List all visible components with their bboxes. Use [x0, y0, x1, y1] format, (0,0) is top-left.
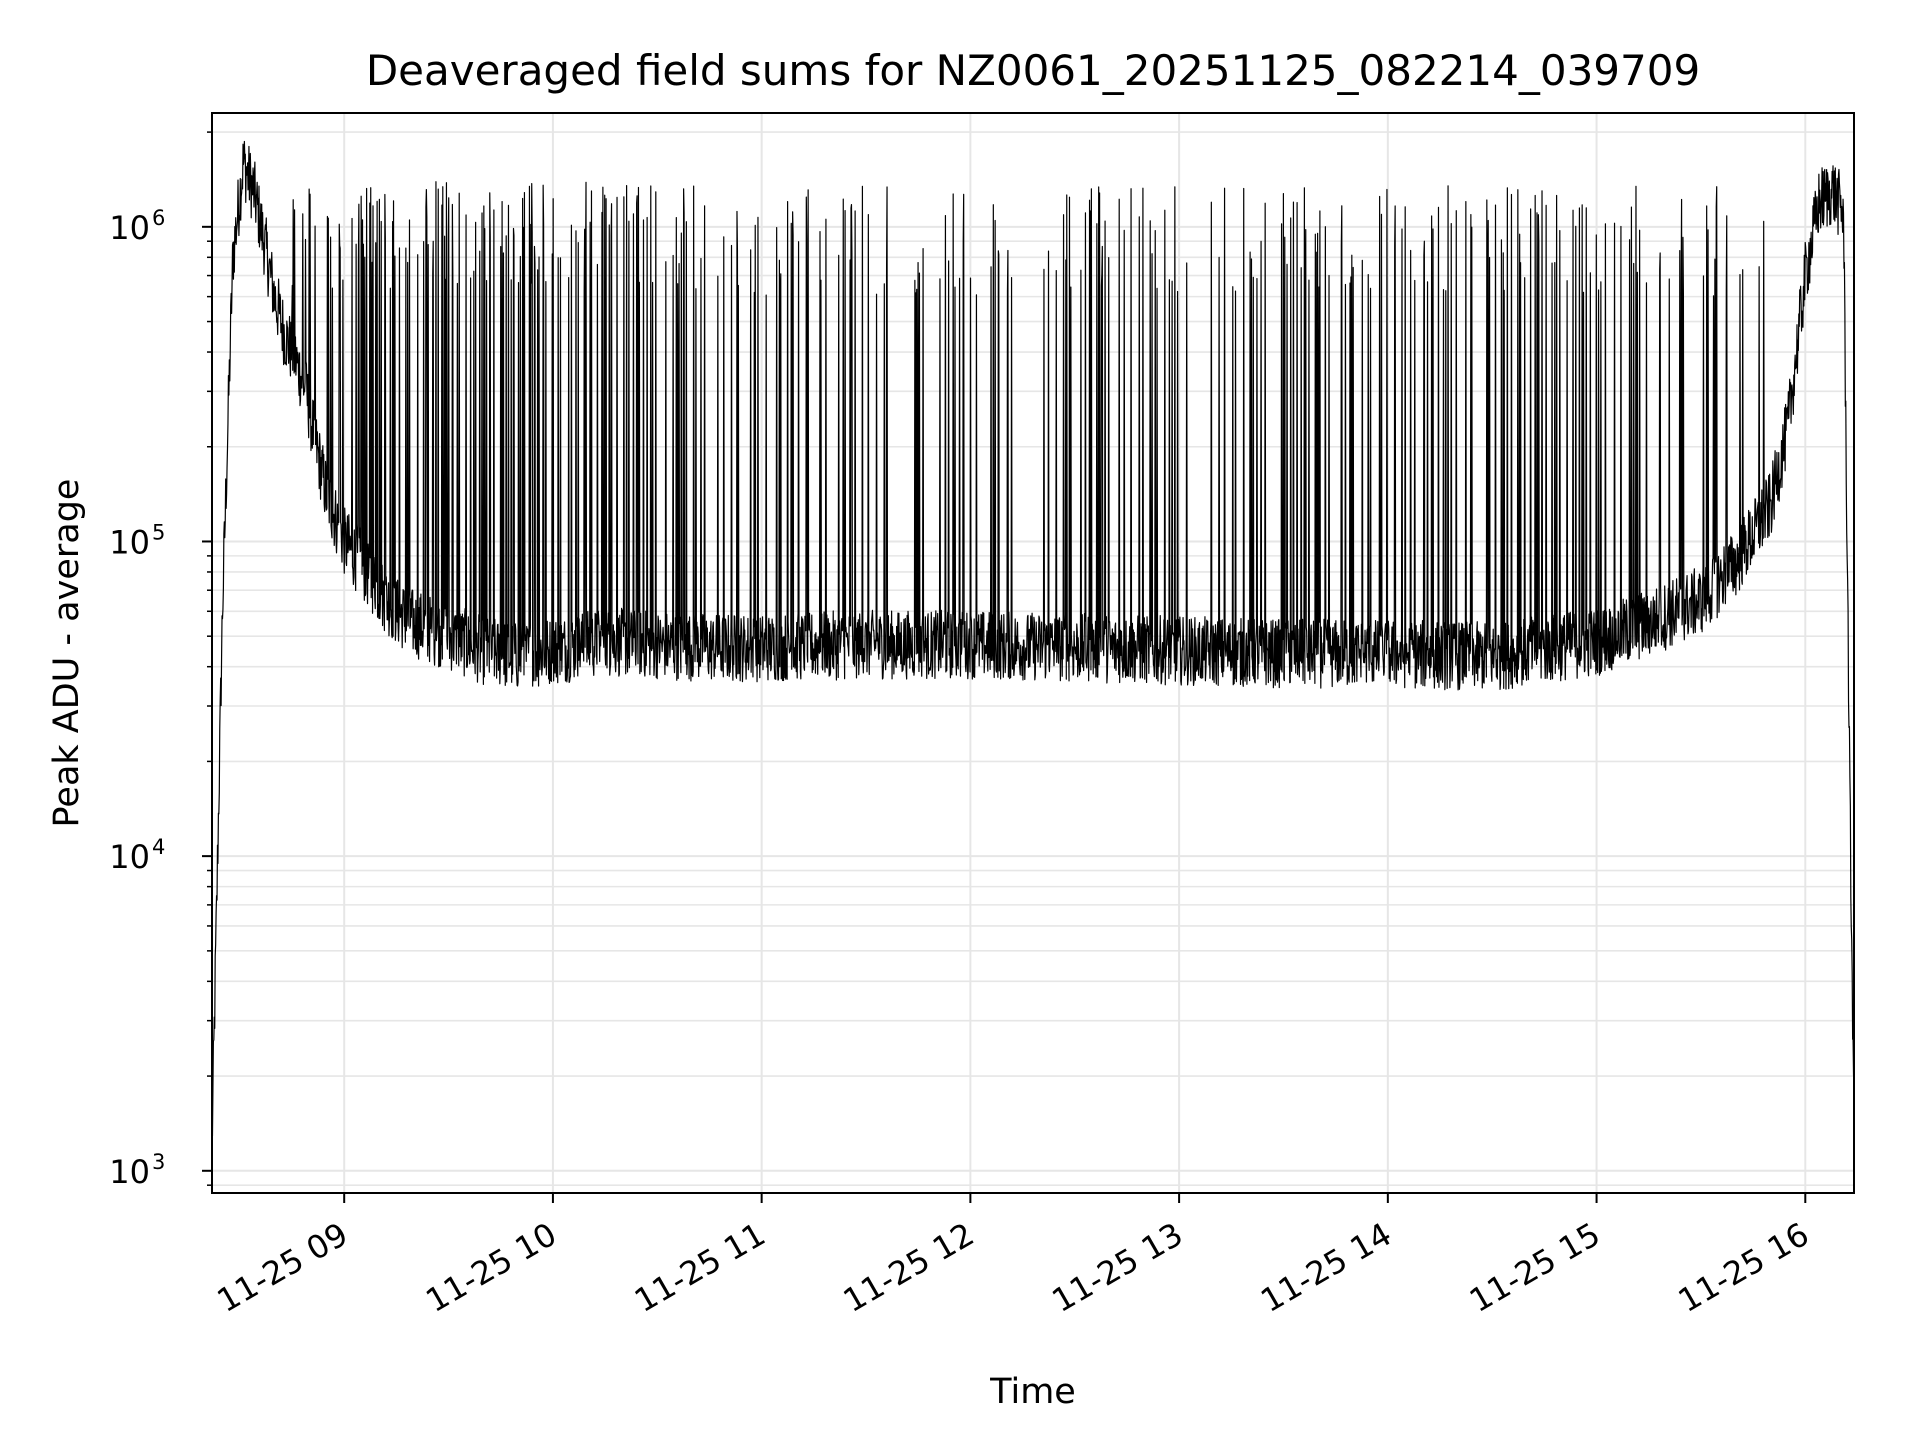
y-tick-label: 10 — [109, 209, 150, 247]
y-tick-exponent: 6 — [152, 206, 165, 230]
y-axis-label: Peak ADU - average — [47, 479, 87, 828]
y-tick-exponent: 3 — [152, 1150, 165, 1174]
chart-title: Deaveraged field sums for NZ0061_2025112… — [366, 46, 1700, 95]
y-tick-label: 10 — [109, 523, 150, 561]
y-tick-exponent: 4 — [152, 835, 165, 859]
series-line — [211, 140, 1855, 1137]
y-tick-exponent: 5 — [152, 520, 165, 544]
series-path — [211, 140, 1855, 1137]
y-tick-label: 10 — [109, 838, 150, 876]
x-axis-label: Time — [989, 1372, 1076, 1412]
y-tick-label: 10 — [109, 1153, 150, 1191]
plot-frame — [211, 112, 1855, 1194]
